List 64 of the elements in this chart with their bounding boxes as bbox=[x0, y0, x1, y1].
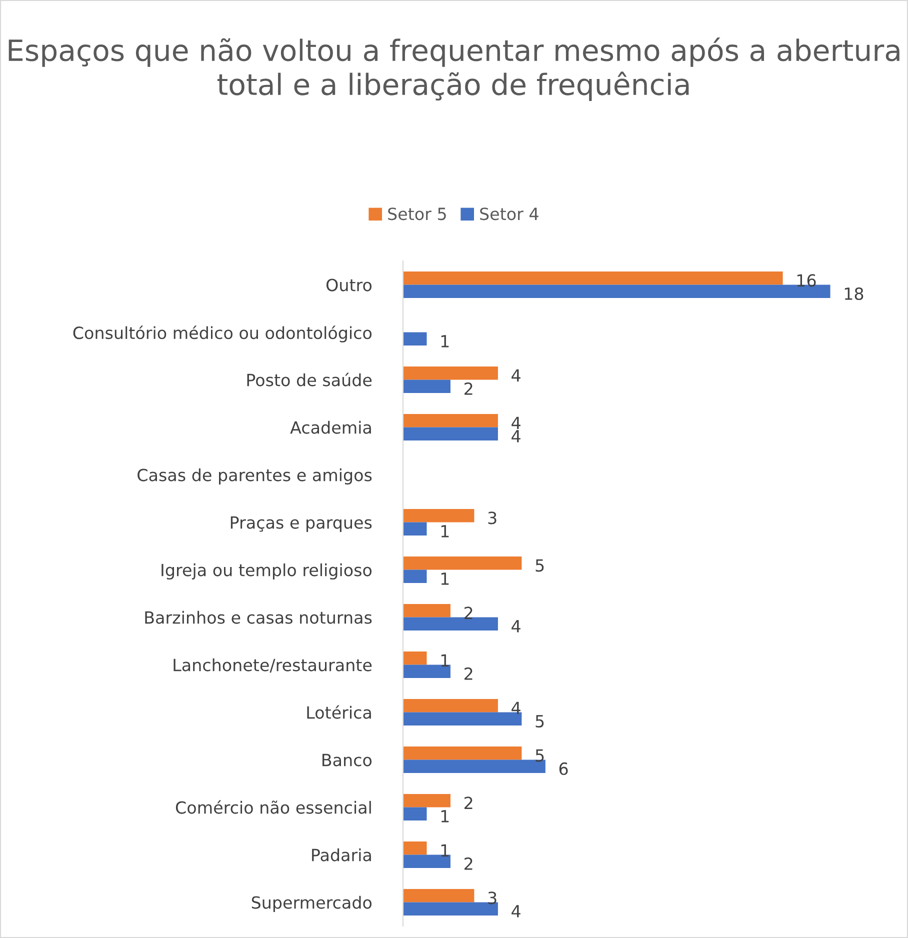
legend-label: Setor 5 bbox=[388, 208, 446, 220]
bar bbox=[403, 807, 427, 821]
bar bbox=[403, 570, 427, 584]
bar bbox=[403, 888, 474, 902]
bar bbox=[403, 651, 427, 665]
bar bbox=[403, 746, 522, 760]
bar bbox=[403, 617, 498, 631]
data-label: 4 bbox=[512, 702, 520, 714]
y-tick-label: Lotérica bbox=[307, 705, 371, 719]
data-label: 1 bbox=[441, 844, 449, 856]
y-tick-label: Posto de saúde bbox=[247, 372, 372, 386]
y-tick-label: Casas de parentes e amigos bbox=[138, 468, 372, 485]
data-label: 2 bbox=[464, 606, 472, 619]
data-label: 4 bbox=[512, 416, 520, 429]
data-label: 1 bbox=[441, 335, 449, 348]
data-label: 2 bbox=[464, 382, 472, 395]
bar bbox=[403, 698, 498, 712]
y-tick-label: Supermercado bbox=[252, 896, 372, 912]
data-label: 4 bbox=[512, 905, 520, 918]
data-label: 4 bbox=[512, 369, 520, 382]
bar bbox=[403, 794, 450, 808]
data-label: 18 bbox=[844, 287, 864, 300]
bar bbox=[403, 841, 427, 855]
data-label: 4 bbox=[512, 620, 520, 632]
y-tick-label: Igreja ou templo religioso bbox=[162, 563, 372, 580]
chart-title: Espaços que não voltou a frequentar mesmo após a abertura total e a liberação de frequência bbox=[8, 38, 900, 101]
data-label: 5 bbox=[536, 559, 544, 572]
bar bbox=[403, 604, 450, 618]
bar bbox=[403, 854, 450, 868]
data-label: 1 bbox=[441, 572, 449, 585]
y-tick-label: Academia bbox=[290, 420, 371, 434]
data-label: 2 bbox=[464, 667, 472, 680]
data-label: 16 bbox=[797, 274, 816, 287]
data-label: 2 bbox=[464, 857, 472, 870]
y-tick-label: Padaria bbox=[312, 848, 371, 862]
data-label: 1 bbox=[441, 810, 449, 822]
data-label: 3 bbox=[488, 512, 496, 524]
data-label: 1 bbox=[441, 525, 449, 538]
bar bbox=[403, 271, 783, 285]
bar bbox=[403, 414, 498, 428]
bar bbox=[403, 366, 498, 380]
data-label: 4 bbox=[512, 430, 520, 442]
bar bbox=[403, 522, 427, 536]
bar bbox=[403, 712, 522, 726]
bar bbox=[403, 332, 427, 346]
data-label: 2 bbox=[464, 796, 472, 809]
bar bbox=[403, 380, 450, 394]
y-tick-label: Outro bbox=[326, 278, 372, 292]
legend-label: Setor 4 bbox=[480, 208, 538, 220]
y-tick-label: Barzinhos e casas noturnas bbox=[145, 610, 372, 624]
data-label: 1 bbox=[441, 654, 449, 666]
y-tick-label: Banco bbox=[322, 754, 372, 766]
data-label: 5 bbox=[536, 749, 544, 762]
y-tick-label: Lanchonete/restaurante bbox=[174, 658, 372, 673]
y-tick-label: Comércio não essencial bbox=[176, 800, 371, 814]
bar bbox=[403, 664, 450, 678]
data-label: 3 bbox=[488, 892, 496, 904]
bar bbox=[403, 508, 474, 522]
bar bbox=[403, 427, 498, 441]
bar bbox=[403, 556, 522, 570]
y-tick-label: Praças e parques bbox=[230, 516, 372, 532]
data-label: 6 bbox=[559, 762, 568, 776]
data-label: 5 bbox=[536, 715, 544, 728]
y-tick-label: Consultório médico ou odontológico bbox=[73, 326, 372, 342]
